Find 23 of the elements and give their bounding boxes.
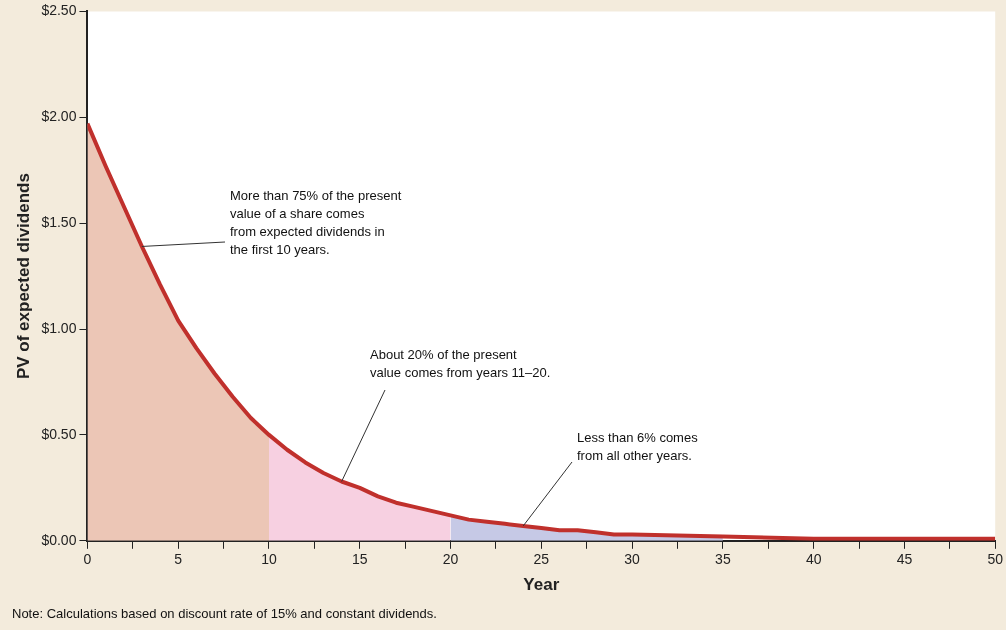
- y-tick-label: $0.50: [41, 425, 77, 442]
- y-tick-label: $2.50: [41, 2, 77, 19]
- x-tick-label: 35: [715, 551, 731, 568]
- y-tick-label: $1.00: [41, 319, 77, 336]
- x-tick-label: 20: [442, 551, 459, 568]
- annotation: More than 75% of the present value of a share comes from expected dividends in the first 10 years.: [230, 188, 402, 258]
- y-tick-label: $0.00: [41, 531, 77, 548]
- x-tick-label: 45: [896, 551, 913, 568]
- x-tick-label: 30: [624, 551, 641, 568]
- text: Note: Calculations based on discount rate of 15% and constant dividends.: [12, 606, 437, 622]
- y-tick-label: $1.50: [41, 214, 77, 231]
- x-tick-label: 0: [83, 551, 92, 568]
- y-axis-title: PV of expected dividends: [13, 173, 33, 380]
- x-tick-label: 5: [174, 551, 183, 568]
- annotation: About 20% of the present value comes from years 11–20.: [370, 347, 551, 381]
- x-tick-label: 15: [351, 551, 368, 568]
- x-tick-label: 25: [533, 551, 550, 568]
- y-tick-label: $2.00: [41, 108, 77, 125]
- x-tick-label: 40: [805, 551, 822, 568]
- x-axis-title: Year: [523, 575, 560, 595]
- x-tick-label: 50: [987, 551, 1004, 568]
- annotation: Less than 6% comes from all other years.: [577, 430, 699, 464]
- x-tick-label: 10: [261, 551, 277, 568]
